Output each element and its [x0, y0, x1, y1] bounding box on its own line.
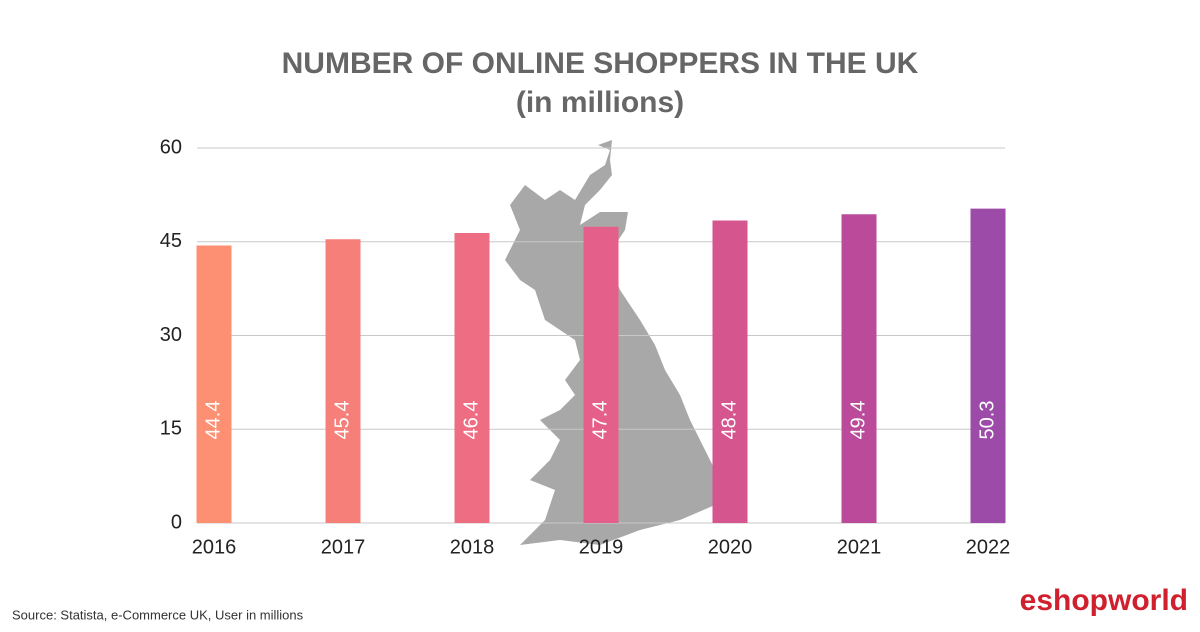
value-label: 50.3	[976, 401, 998, 440]
value-label: 46.4	[460, 401, 482, 440]
bar	[196, 245, 232, 523]
x-tick-label: 2018	[450, 536, 495, 558]
chart-title: NUMBER OF ONLINE SHOPPERS IN THE UK	[282, 47, 919, 80]
y-tick-label: 60	[160, 136, 182, 158]
value-label: 47.4	[589, 401, 611, 440]
source-note: Source: Statista, e-Commerce UK, User in…	[12, 607, 304, 622]
value-label: 44.4	[202, 401, 224, 440]
x-tick-label: 2021	[837, 536, 882, 558]
chart-subtitle: (in millions)	[516, 86, 684, 119]
bar	[841, 214, 877, 523]
value-label: 49.4	[847, 401, 869, 440]
bar	[454, 233, 490, 523]
bar	[712, 220, 748, 523]
x-tick-label: 2020	[708, 536, 753, 558]
x-tick-label: 2017	[321, 536, 366, 558]
y-tick-label: 30	[160, 324, 182, 346]
x-tick-label: 2022	[966, 536, 1011, 558]
x-tick-label: 2016	[192, 536, 237, 558]
bar	[970, 208, 1006, 523]
y-tick-label: 0	[171, 511, 182, 533]
value-label: 48.4	[718, 401, 740, 440]
bar	[583, 226, 619, 523]
plot: 0 15 30 45 60 44.4 2016 45.4 2017 46.4 2018 47.4 201…	[160, 136, 1011, 558]
bar	[325, 239, 361, 523]
logo: eshopworld	[1020, 584, 1188, 617]
value-label: 45.4	[331, 401, 353, 440]
x-tick-label: 2019	[579, 536, 624, 558]
y-tick-label: 45	[160, 230, 182, 252]
y-tick-label: 15	[160, 418, 182, 440]
